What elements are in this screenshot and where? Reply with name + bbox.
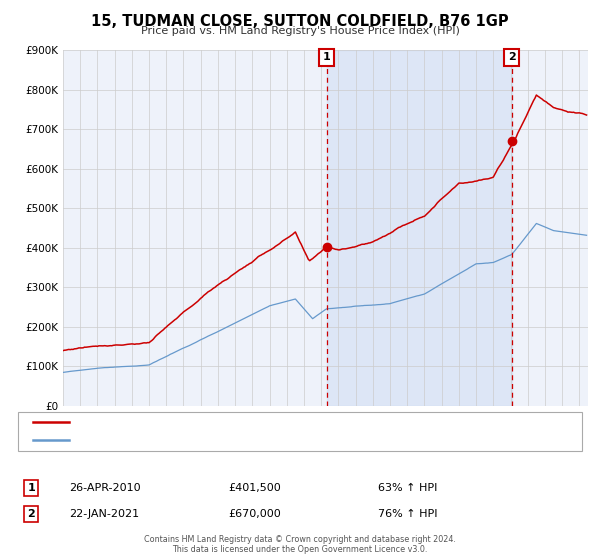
Text: 22-JAN-2021: 22-JAN-2021	[69, 509, 139, 519]
Text: 26-APR-2010: 26-APR-2010	[69, 483, 140, 493]
Text: This data is licensed under the Open Government Licence v3.0.: This data is licensed under the Open Gov…	[172, 545, 428, 554]
Text: 2: 2	[28, 509, 35, 519]
Text: £670,000: £670,000	[228, 509, 281, 519]
Text: 15, TUDMAN CLOSE, SUTTON COLDFIELD, B76 1GP (detached house): 15, TUDMAN CLOSE, SUTTON COLDFIELD, B76 …	[78, 417, 416, 427]
Text: Price paid vs. HM Land Registry's House Price Index (HPI): Price paid vs. HM Land Registry's House …	[140, 26, 460, 36]
Text: 1: 1	[323, 52, 331, 62]
Text: 76% ↑ HPI: 76% ↑ HPI	[378, 509, 437, 519]
Text: 63% ↑ HPI: 63% ↑ HPI	[378, 483, 437, 493]
Text: 15, TUDMAN CLOSE, SUTTON COLDFIELD, B76 1GP: 15, TUDMAN CLOSE, SUTTON COLDFIELD, B76 …	[91, 14, 509, 29]
Text: £401,500: £401,500	[228, 483, 281, 493]
Text: HPI: Average price, detached house, Birmingham: HPI: Average price, detached house, Birm…	[78, 435, 319, 445]
Text: Contains HM Land Registry data © Crown copyright and database right 2024.: Contains HM Land Registry data © Crown c…	[144, 535, 456, 544]
Text: 1: 1	[28, 483, 35, 493]
Text: 2: 2	[508, 52, 515, 62]
Bar	[326, 50, 512, 406]
